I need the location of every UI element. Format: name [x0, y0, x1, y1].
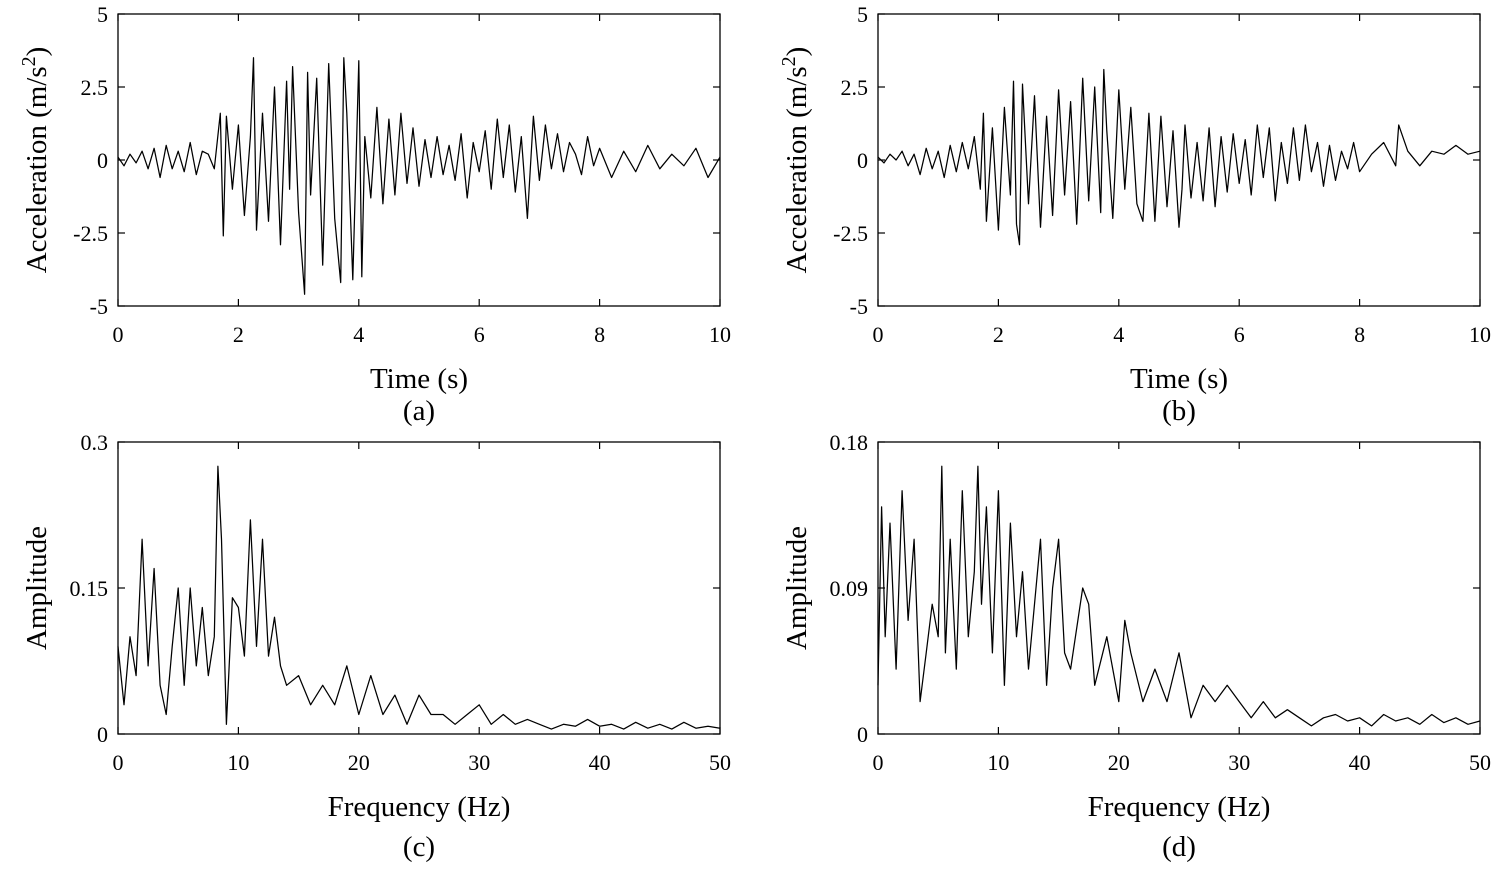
- y-tick-label: 0.18: [830, 430, 869, 455]
- panel-b: 0 2 4 6 8 10 -5 -2.5 0 2.5 5 Time (s) Acceleration (…: [778, 2, 1491, 427]
- y-axis-label: Amplitude: [21, 526, 53, 650]
- x-axis-label: Frequency (Hz): [1088, 791, 1271, 823]
- panel-caption: (a): [403, 395, 435, 427]
- x-tick-label: 8: [1354, 322, 1365, 347]
- x-tick-label: 30: [468, 750, 490, 775]
- x-axis-label: Time (s): [1130, 363, 1228, 395]
- x-axis-label: Time (s): [370, 363, 468, 395]
- x-tick-label: 8: [594, 322, 605, 347]
- plot-frame-d: [877, 441, 1481, 735]
- x-tick-label: 20: [348, 750, 370, 775]
- x-tick-label: 10: [987, 750, 1009, 775]
- series-line-d: [877, 465, 1481, 727]
- panel-caption: (b): [1162, 395, 1196, 427]
- y-tick-label: 0.09: [830, 576, 869, 601]
- x-tick-label: 50: [709, 750, 731, 775]
- plot-frame-b: [877, 13, 1481, 307]
- y-tick-label: 0: [97, 722, 108, 747]
- panel-caption: (d): [1162, 831, 1196, 863]
- x-tick-label: 10: [1469, 322, 1491, 347]
- series-line-b: [877, 68, 1481, 246]
- y-axis-label: Acceleration (m/s2): [778, 47, 813, 274]
- x-tick-label: 50: [1469, 750, 1491, 775]
- y-tick-label: 2.5: [841, 75, 869, 100]
- y-tick-label: 5: [97, 2, 108, 27]
- x-tick-label: 6: [1234, 322, 1245, 347]
- y-tick-label: 0.3: [81, 430, 109, 455]
- y-tick-label: -2.5: [73, 221, 108, 246]
- x-tick-label: 10: [709, 322, 731, 347]
- panel-c: 0 10 20 30 40 50 0 0.15 0.3 Frequency (Hz) Amplitu…: [21, 430, 731, 863]
- y-tick-label: -5: [90, 294, 108, 319]
- panel-caption: (c): [403, 831, 435, 863]
- y-tick-label: -5: [850, 294, 868, 319]
- x-tick-label: 2: [993, 322, 1004, 347]
- y-tick-label: 2.5: [81, 75, 109, 100]
- panel-d: 0 10 20 30 40 50 0 0.09 0.18 Frequency (Hz) Amplit…: [781, 430, 1491, 863]
- x-tick-label: 6: [474, 322, 485, 347]
- x-tick-label: 4: [353, 322, 364, 347]
- x-tick-label: 10: [227, 750, 249, 775]
- plot-frame-a: [117, 13, 721, 307]
- x-tick-label: 0: [873, 322, 884, 347]
- y-tick-label: 0: [97, 148, 108, 173]
- y-tick-label: 0.15: [70, 576, 109, 601]
- series-line-a: [117, 57, 721, 295]
- y-tick-label: -2.5: [833, 221, 868, 246]
- x-tick-label: 0: [873, 750, 884, 775]
- plot-frame-c: [117, 441, 721, 735]
- x-tick-label: 40: [1349, 750, 1371, 775]
- x-tick-label: 40: [589, 750, 611, 775]
- x-axis-label: Frequency (Hz): [328, 791, 511, 823]
- y-axis-label: Acceleration (m/s2): [18, 47, 53, 274]
- y-tick-label: 5: [857, 2, 868, 27]
- panel-a: 0 2 4 6 8 10 -5 -2.5 0 2.5 5 Time (s) Acceleration (…: [18, 2, 731, 427]
- y-tick-label: 0: [857, 722, 868, 747]
- x-tick-label: 4: [1113, 322, 1124, 347]
- x-tick-label: 20: [1108, 750, 1130, 775]
- x-tick-label: 0: [113, 322, 124, 347]
- y-tick-label: 0: [857, 148, 868, 173]
- x-tick-label: 2: [233, 322, 244, 347]
- x-tick-label: 30: [1228, 750, 1250, 775]
- x-tick-label: 0: [113, 750, 124, 775]
- series-line-c: [117, 465, 721, 730]
- y-axis-label: Amplitude: [781, 526, 813, 650]
